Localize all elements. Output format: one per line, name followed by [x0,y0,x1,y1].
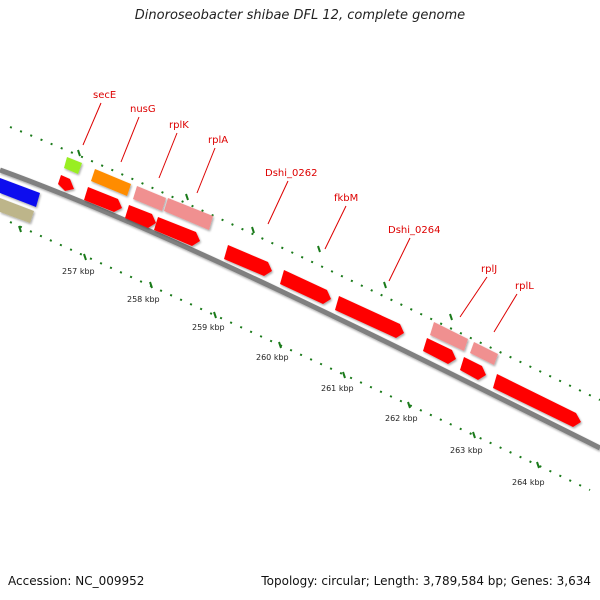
gene-nusG-cds [91,169,131,196]
gene-tan-cds [0,198,34,223]
gene-fkbM-cds [280,270,331,304]
scale-label-258: 258 kbp [127,295,160,304]
scale-label-260: 260 kbp [256,353,289,362]
label-Dshi_0262: Dshi_0262 [265,168,317,179]
label-rplL: rplL [515,281,534,292]
gene-rplL-cds [470,342,498,365]
genome-backbone [0,167,600,451]
label-rplK: rplK [169,120,189,131]
inner-tick-ring [9,221,591,491]
scale-label-264: 264 kbp [512,478,545,487]
gene-cds-1 [84,187,122,212]
label-fkbM: fkbM [334,193,358,204]
label-nusG: nusG [130,104,156,115]
gene-Dshi_0264-cds [335,296,404,338]
gene-Dshi_0262-cds [224,245,272,276]
label-rplJ: rplJ [481,264,497,275]
scale-label-259: 259 kbp [192,323,225,332]
gene-cds-5 [460,357,486,380]
outer-major-ticks [77,149,453,321]
label-secE: secE [93,90,116,101]
label-rplA: rplA [208,135,228,146]
scale-label-262: 262 kbp [385,414,418,423]
gene-rplJ-cds [430,322,468,351]
scale-label-263: 263 kbp [450,446,483,455]
gene-rplA-cds [164,198,213,230]
gene-cds-2 [125,205,156,228]
gene-secE-cds [64,157,82,174]
map-title: Dinoroseobacter shibae DFL 12, complete … [134,8,466,23]
gene-cds-6 [493,374,581,427]
gene-small-red [58,175,74,191]
scale-label-257: 257 kbp [62,267,95,276]
label-Dshi_0264: Dshi_0264 [388,225,440,236]
gene-rplK-cds [133,186,166,211]
gene-cds-4 [423,338,456,364]
topology-text: Topology: circular; Length: 3,789,584 bp… [261,574,591,588]
accession-text: Accession: NC_009952 [8,574,145,588]
gene-cds-3 [154,217,200,246]
gene-blue-cds [0,178,40,207]
inner-major-ticks [18,225,540,469]
label-leaders [82,102,518,333]
scale-label-261: 261 kbp [321,384,354,393]
